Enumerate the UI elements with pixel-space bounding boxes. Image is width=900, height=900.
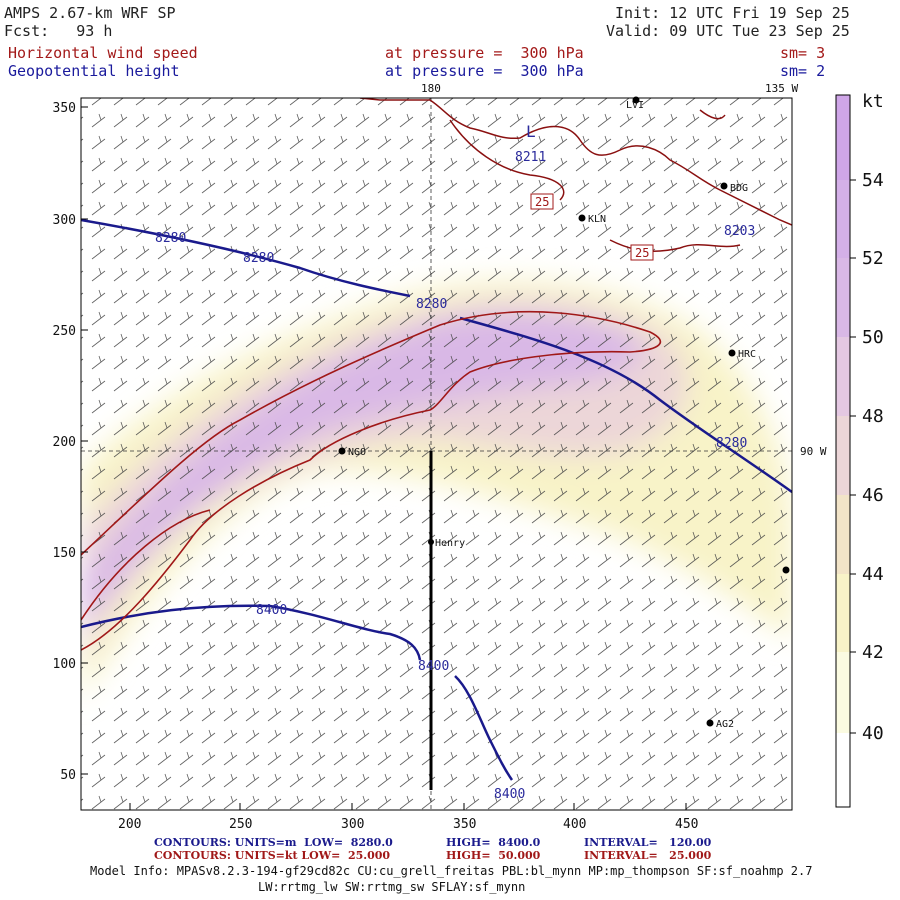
station-label-henry: Henry — [435, 538, 465, 549]
station-dot-hrc — [728, 349, 736, 357]
speed-label-1: 25 — [535, 195, 549, 209]
x-tick-300: 300 — [341, 817, 364, 832]
y-tick-200: 200 — [53, 435, 76, 450]
cb-frame — [835, 94, 851, 808]
station-label-ag2: AG2 — [716, 719, 734, 730]
model-title: AMPS 2.67-km WRF SP — [4, 4, 176, 22]
height-label-5: 8400 — [256, 603, 287, 618]
cb-44-46 — [836, 495, 850, 574]
low-value-2: 8203 — [724, 224, 755, 239]
cb-40-below — [836, 733, 850, 807]
lon-label-90w: 90 W — [800, 445, 827, 458]
station-dot-bdg — [720, 182, 728, 190]
footer-height-contours: CONTOURS: UNITS=m LOW= 8280.0 — [154, 836, 393, 849]
cb-46-48 — [836, 416, 850, 495]
y-tick-300: 300 — [53, 213, 76, 228]
cb-42-44 — [836, 574, 850, 652]
coastline — [359, 98, 792, 253]
cb-label-40: 40 — [862, 723, 884, 744]
cb-50-52 — [836, 258, 850, 337]
cb-unit: kt — [862, 91, 884, 112]
speed-label-2: 25 — [635, 246, 649, 260]
colorbar: kt 54 52 50 48 46 44 42 40 — [835, 91, 884, 808]
y-tick-250: 250 — [53, 324, 76, 339]
field2-level: at pressure = 300 hPa — [385, 62, 584, 80]
field1-name: Horizontal wind speed — [8, 44, 198, 62]
x-tick-450: 450 — [675, 817, 698, 832]
forecast-hour: Fcst: 93 h — [4, 22, 113, 40]
station-dot-henry — [428, 539, 434, 545]
cb-label-46: 46 — [862, 485, 884, 506]
wind-barbs — [81, 98, 792, 810]
cb-label-44: 44 — [862, 564, 884, 585]
station-markers — [338, 96, 790, 727]
y-tick-100: 100 — [53, 657, 76, 672]
footer-speed-interval: INTERVAL= 25.000 — [584, 849, 712, 862]
height-contours — [81, 218, 792, 781]
cb-48-50 — [836, 337, 850, 416]
cb-54-above — [836, 95, 850, 180]
height-label-6: 8400 — [418, 659, 449, 674]
station-dot-kln — [578, 214, 586, 222]
station-label-bdg: BDG — [730, 183, 748, 194]
height-label-3: 8280 — [416, 297, 447, 312]
field2-name: Geopotential height — [8, 62, 180, 80]
cb-label-50: 50 — [862, 327, 884, 348]
y-tick-350: 350 — [53, 101, 76, 116]
valid-time: Valid: 09 UTC Tue 23 Sep 25 — [606, 22, 850, 40]
speed-label-boxes: 25 25 — [530, 193, 654, 261]
cb-label-52: 52 — [862, 248, 884, 269]
cb-52-54 — [836, 180, 850, 258]
station-label-lvi: LVI — [626, 100, 644, 111]
cb-label-54: 54 — [862, 170, 884, 191]
cb-label-48: 48 — [862, 406, 884, 427]
speed-contours — [81, 310, 662, 651]
y-tick-50: 50 — [60, 768, 76, 783]
station-label-kln: KLN — [588, 214, 606, 225]
y-tick-150: 150 — [53, 546, 76, 561]
lon-label-135w: 135 W — [765, 82, 798, 95]
station-label-ngo: NGO — [348, 447, 366, 458]
plot-frame — [80, 97, 793, 811]
x-tick-labels: 200 250 300 350 400 450 — [118, 817, 698, 832]
footer-speed-contours: CONTOURS: UNITS=kt LOW= 25.000 — [154, 849, 391, 862]
field2-smoothing: sm= 2 — [780, 62, 826, 80]
init-time: Init: 12 UTC Fri 19 Sep 25 — [615, 4, 850, 22]
field1-smoothing: sm= 3 — [780, 44, 826, 62]
station-dot-ngo — [338, 447, 346, 455]
station-label-hrc: HRC — [738, 349, 756, 360]
axis-ticks — [81, 106, 687, 810]
station-dot-ag2 — [706, 719, 714, 727]
x-tick-200: 200 — [118, 817, 141, 832]
footer-height-interval: INTERVAL= 120.00 — [584, 836, 712, 849]
low-marker: L — [526, 122, 536, 141]
footer-speed-high: HIGH= 50.000 — [446, 849, 541, 862]
footer-model-info: Model Info: MPASv8.2.3-194-gf29cd82c CU:… — [90, 864, 813, 878]
height-label-1: 8280 — [155, 231, 186, 246]
height-labels: 8280 8280 8280 8280 8400 8400 8400 L 821… — [155, 122, 755, 802]
station-labels: LVI BDG KLN HRC NGO Henry AG2 — [348, 100, 756, 730]
x-tick-400: 400 — [563, 817, 586, 832]
low-value: 8211 — [515, 150, 546, 165]
station-dot-edge — [782, 566, 790, 574]
cb-label-42: 42 — [862, 642, 884, 663]
x-tick-350: 350 — [453, 817, 476, 832]
height-label-4: 8280 — [716, 436, 747, 451]
lon-label-180: 180 — [421, 82, 441, 95]
height-label-7: 8400 — [494, 787, 525, 802]
footer-model-info-2: LW:rrtmg_lw SW:rrtmg_sw SFLAY:sf_mynn — [258, 880, 526, 894]
x-tick-250: 250 — [229, 817, 252, 832]
field1-level: at pressure = 300 hPa — [385, 44, 584, 62]
y-tick-labels: 350 300 250 200 150 100 50 — [53, 101, 76, 783]
footer-height-high: HIGH= 8400.0 — [446, 836, 541, 849]
height-label-2: 8280 — [243, 251, 274, 266]
cb-40-42 — [836, 652, 850, 733]
